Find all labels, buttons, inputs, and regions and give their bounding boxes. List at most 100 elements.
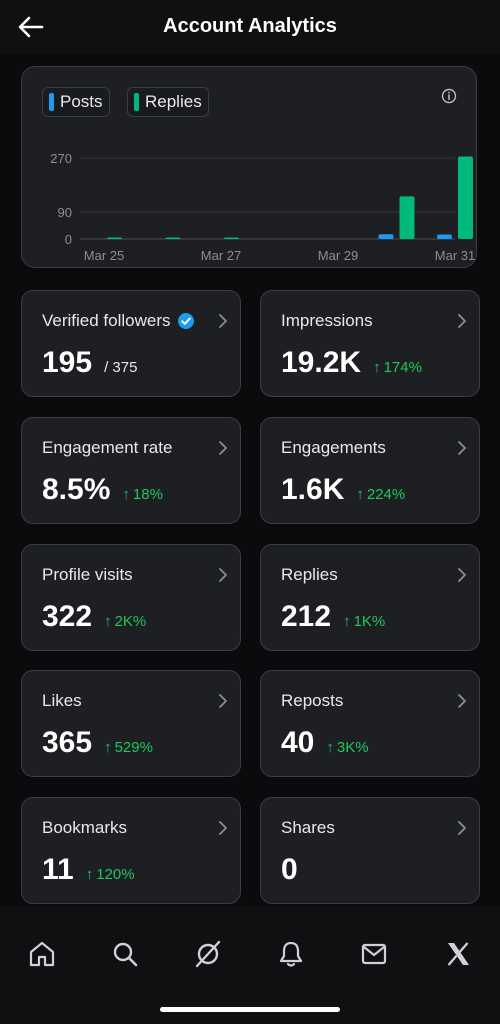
messages-icon[interactable] [359, 939, 389, 969]
stat-value: 40 [281, 726, 315, 759]
stat-card-engagements[interactable]: Engagements 1.6K ↑ 224% [260, 417, 480, 524]
chevron-right-icon [458, 568, 466, 582]
info-glyph [441, 88, 457, 104]
stat-card-verified-followers[interactable]: Verified followers 195 / 375 [21, 290, 241, 397]
stat-label-text: Engagements [281, 438, 386, 457]
stat-label-text: Engagement rate [42, 438, 173, 457]
page-title: Account Analytics [163, 15, 337, 37]
chevron-right-icon [458, 821, 466, 835]
home-indicator [160, 1007, 340, 1012]
stat-value-row: 1.6K ↑ 224% [281, 473, 405, 507]
chevron-right-icon [458, 441, 466, 455]
stat-value: 8.5% [42, 473, 111, 506]
stat-value-row: 195 / 375 [42, 346, 137, 380]
x-logo-icon[interactable] [443, 939, 473, 969]
top-bar: Account Analytics [0, 0, 500, 54]
stat-card-profile-visits[interactable]: Profile visits 322 ↑ 2K% [21, 544, 241, 651]
stat-change-value: 120% [96, 866, 135, 883]
bar-replies-mar-27[interactable] [224, 237, 239, 240]
stat-value: 195 [42, 346, 93, 379]
stat-value-row: 212 ↑ 1K% [281, 600, 385, 634]
stat-label: Bookmarks [42, 818, 127, 838]
y-tick-label: 90 [58, 205, 72, 220]
stat-value: 19.2K [281, 346, 362, 379]
stat-label: Replies [281, 565, 338, 585]
bar-posts-mar-30[interactable] [378, 234, 394, 239]
legend-item-replies[interactable]: Replies [127, 87, 209, 117]
x-tick-label: Mar 27 [201, 248, 241, 263]
stat-change: ↑ 18% [122, 486, 163, 503]
stat-value: 0 [281, 853, 298, 886]
activity-bar-chart: 0 90 270 Mar 25 Mar 27 Mar 29 Mar 31 [50, 151, 475, 263]
stat-change-value: 2K% [114, 613, 147, 630]
chevron-right-icon [219, 568, 227, 582]
stat-label: Verified followers [42, 311, 195, 331]
stat-label: Impressions [281, 311, 373, 331]
analytics-content[interactable]: Posts Replies 0 90 270 Mar 25 Mar 27 Mar 29 Ma… [0, 54, 500, 906]
bar-replies-mar-30[interactable] [399, 196, 415, 239]
home-icon[interactable] [27, 939, 57, 969]
stat-total: / 375 [104, 359, 138, 376]
chevron-right-icon [219, 441, 227, 455]
stat-label: Profile visits [42, 565, 133, 585]
stat-change-value: 224% [366, 486, 406, 503]
stat-card-bookmarks[interactable]: Bookmarks 11 ↑ 120% [21, 797, 241, 904]
up-arrow-icon: ↑ [104, 739, 112, 756]
stat-card-shares[interactable]: Shares 0 [260, 797, 480, 904]
up-arrow-icon: ↑ [85, 866, 94, 883]
legend-swatch-posts [49, 93, 54, 111]
stat-value-row: 19.2K ↑ 174% [281, 346, 422, 380]
stat-change-value: 18% [132, 486, 163, 503]
legend-item-posts[interactable]: Posts [42, 87, 110, 117]
stat-change-value: 529% [114, 739, 153, 756]
stat-value-row: 8.5% ↑ 18% [42, 473, 163, 507]
up-arrow-icon: ↑ [122, 486, 130, 503]
chevron-right-icon [219, 694, 227, 708]
chevron-right-icon [458, 694, 466, 708]
notifications-icon[interactable] [276, 939, 306, 969]
stat-change: ↑ 120% [86, 866, 135, 883]
arrow-left-icon [18, 16, 44, 38]
bar-replies-mar-25[interactable] [107, 237, 122, 240]
search-icon[interactable] [110, 939, 140, 969]
up-arrow-icon: ↑ [373, 359, 381, 376]
stat-label-text: Likes [42, 691, 82, 710]
grok-icon[interactable] [193, 939, 223, 969]
stat-value-row: 365 ↑ 529% [42, 726, 153, 760]
stat-label-text: Profile visits [42, 565, 133, 584]
stat-label-text: Shares [281, 818, 335, 837]
stat-label-text: Reposts [281, 691, 344, 710]
bar-replies-mar-26[interactable] [165, 237, 181, 240]
chevron-right-icon [458, 314, 466, 328]
stat-label-text: Impressions [281, 311, 373, 330]
x-tick-label: Mar 31 [435, 248, 475, 263]
stat-card-replies[interactable]: Replies 212 ↑ 1K% [260, 544, 480, 651]
stat-change-value: 174% [383, 359, 422, 376]
stat-change: ↑ 1K% [343, 613, 385, 630]
stat-value: 1.6K [281, 473, 345, 506]
y-tick-label: 0 [65, 232, 72, 247]
stat-change: ↑ 174% [373, 359, 422, 376]
stat-value-row: 40 ↑ 3K% [281, 726, 369, 760]
y-tick-label: 270 [50, 151, 72, 166]
stat-value: 322 [42, 600, 93, 633]
stat-card-reposts[interactable]: Reposts 40 ↑ 3K% [260, 670, 480, 777]
stat-value-row: 11 ↑ 120% [42, 853, 135, 887]
stat-change-value: 3K% [336, 739, 369, 756]
stat-card-engagement-rate[interactable]: Engagement rate 8.5% ↑ 18% [21, 417, 241, 524]
chevron-right-icon [219, 821, 227, 835]
stat-label: Reposts [281, 691, 343, 711]
x-tick-label: Mar 29 [318, 248, 358, 263]
stat-label-text: Verified followers [42, 311, 171, 330]
info-icon[interactable] [440, 87, 458, 105]
chevron-right-icon [219, 314, 227, 328]
bar-replies-mar-31[interactable] [458, 156, 473, 240]
stat-card-impressions[interactable]: Impressions 19.2K ↑ 174% [260, 290, 480, 397]
stat-label: Likes [42, 691, 82, 711]
bar-posts-mar-31[interactable] [437, 234, 452, 240]
stat-change: ↑ 3K% [326, 739, 368, 756]
back-button[interactable] [16, 12, 46, 42]
x-tick-label: Mar 25 [84, 248, 124, 263]
stat-card-likes[interactable]: Likes 365 ↑ 529% [21, 670, 241, 777]
stat-change: ↑ 224% [356, 486, 405, 503]
